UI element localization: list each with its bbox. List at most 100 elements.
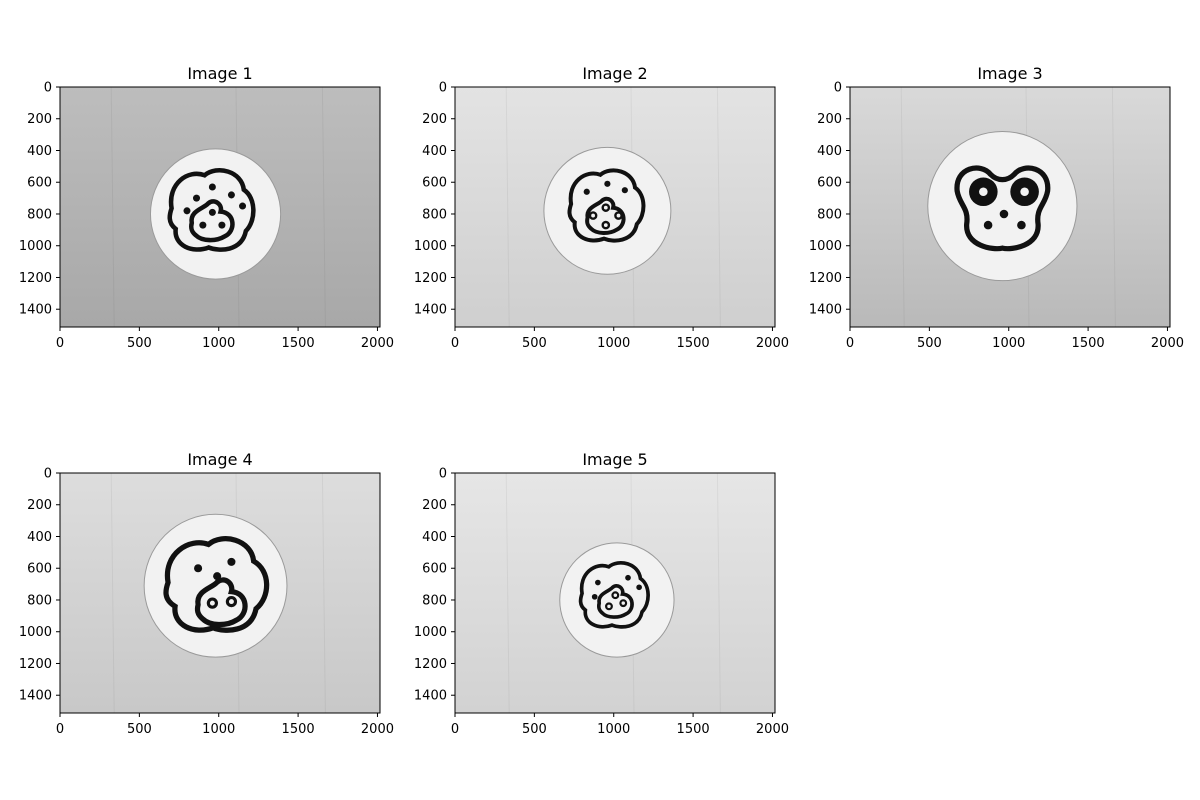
y-tick-label: 600 [817,176,842,191]
marker-dot [1017,220,1026,230]
backdrop-seam [110,473,115,713]
y-tick-label: 1200 [19,271,52,286]
x-tick-label: 1000 [202,336,235,351]
y-tick-label: 1000 [809,239,842,254]
axes-frame [849,86,1171,328]
marker-inner-ring [585,196,626,235]
x-tick-label: 0 [56,336,64,351]
x-tick-label: 0 [451,722,459,737]
y-tick-label: 1000 [414,239,447,254]
marker-outer-dot [213,572,222,581]
x-tick-label: 1000 [597,722,630,737]
y-tick-label: 800 [27,207,52,222]
x-tick-label: 500 [917,336,942,351]
photo-image [455,473,775,713]
y-tick-label: 400 [422,144,447,159]
photo-image [850,87,1170,327]
subplot-title: Image 4 [187,450,252,469]
marker-outer-dot [591,593,598,600]
marker-outer-dot [208,183,216,191]
y-tick-label: 800 [27,593,52,608]
x-tick-label: 0 [846,336,854,351]
marker-outer-dot [227,557,236,566]
backdrop-seam [716,87,721,327]
marker-inner-dot [605,602,613,611]
y-tick-label: 0 [44,467,52,482]
marker-inner-dot [225,595,238,608]
x-tick-label: 500 [522,336,547,351]
marker-outer-dot [621,187,628,194]
x-tick-label: 1500 [677,336,710,351]
marker-inner-ring [194,577,248,628]
y-tick-label: 600 [27,562,52,577]
marker-inner-dot [218,221,226,229]
backdrop-seam [716,473,721,713]
x-tick-label: 2000 [1151,336,1184,351]
y-tick-label: 1400 [19,689,52,704]
y-tick-label: 1400 [19,303,52,318]
backdrop-seam [321,87,326,327]
y-tick-label: 1200 [414,271,447,286]
marker-dot [983,220,993,230]
y-tick-label: 800 [422,593,447,608]
marker-inner-dot [611,591,620,600]
y-tick-label: 0 [439,81,447,96]
y-tick-label: 0 [439,467,447,482]
marker-outer-dot [183,207,191,215]
marker-eye-hole [1020,187,1029,197]
marker-outer-dot [625,574,631,581]
marker-outer-dot [239,202,247,210]
marker-inner-ring [596,584,634,619]
photo-image [455,87,775,327]
marker-inner-dot [208,208,216,216]
marker-outer-dot [604,180,611,187]
subplot-4: Image 4 0 500 1000 1500 2000 0 200 400 600 800 1000… [19,450,394,737]
y-tick-label: 400 [27,144,52,159]
y-tick-label: 1200 [19,657,52,672]
y-tick-label: 1400 [414,303,447,318]
marker-outer-dot [193,194,201,202]
y-tick-label: 400 [817,144,842,159]
marker-outer-dot [595,579,601,586]
subplot-title: Image 1 [187,64,252,83]
y-tick-label: 1400 [809,303,842,318]
marker-inner-ring [188,199,235,243]
marker-outer-ring [167,168,256,252]
subplot-5: Image 5 0 500 1000 1500 2000 0 200 400 600 800 1000… [414,450,789,737]
y-tick-label: 0 [834,81,842,96]
backdrop-seam [505,87,510,327]
backdrop-seam [505,473,510,713]
x-tick-label: 2000 [361,336,394,351]
marker-inner-dot [619,599,628,608]
marker-outer-dot [194,564,203,573]
y-tick-label: 1000 [19,239,52,254]
subplot-3: Image 3 0 500 1000 1500 2000 0 200 400 600 800 1000… [809,64,1184,351]
y-tick-label: 1000 [19,625,52,640]
marker-inner-dot [206,597,218,609]
backdrop-seam [110,87,115,327]
y-tick-label: 1200 [414,657,447,672]
marker-outer-ring [163,536,270,633]
y-tick-label: 1400 [414,689,447,704]
marker-outer-ring [578,561,650,629]
x-tick-label: 500 [522,722,547,737]
y-tick-label: 800 [817,207,842,222]
subplot-title: Image 2 [582,64,647,83]
marker-outer-ring [567,168,646,243]
subplot-title: Image 3 [977,64,1042,83]
x-tick-label: 1500 [677,722,710,737]
y-tick-label: 200 [422,112,447,127]
y-tick-label: 200 [422,498,447,513]
subplot-2: Image 2 0 500 1000 1500 2000 0 200 400 600 800 1000… [414,64,789,351]
y-tick-label: 800 [422,207,447,222]
x-tick-label: 0 [451,336,459,351]
marker-eye-hole [979,187,988,197]
y-tick-label: 600 [422,176,447,191]
x-tick-label: 500 [127,722,152,737]
paper-disc [559,542,675,658]
y-tick-label: 600 [422,562,447,577]
y-tick-label: 1000 [414,625,447,640]
axes-frame [454,472,776,714]
y-tick-label: 400 [27,530,52,545]
